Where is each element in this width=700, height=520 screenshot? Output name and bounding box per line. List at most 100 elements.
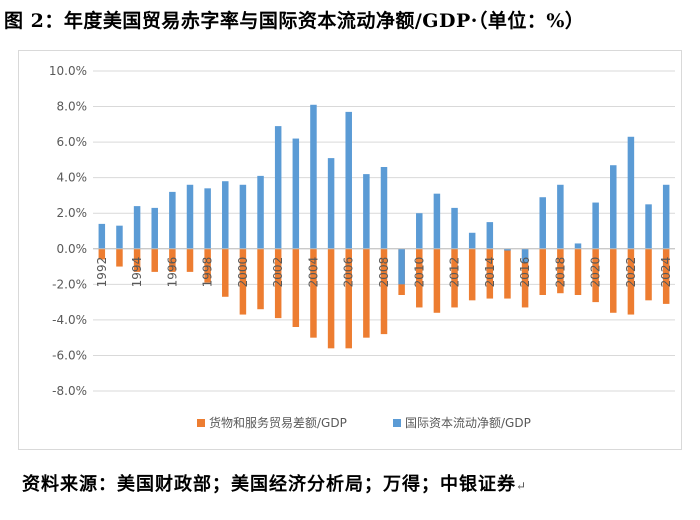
bar-trade-balance [310,248,317,338]
legend-label: 货物和服务贸易差额/GDP [209,415,347,430]
x-tick-label: 2010 [412,257,426,288]
x-tick-label: 2018 [553,257,567,288]
bar-capital-flow [257,175,264,249]
bar-capital-flow [504,248,511,251]
y-tick-label: 8.0% [57,100,88,114]
bar-trade-balance [274,248,282,319]
bar-capital-flow [204,188,211,249]
bar-capital-flow [380,167,388,249]
legend-swatch-trade [197,419,205,427]
bar-capital-flow [345,111,352,249]
bar-trade-balance [451,248,458,308]
bar-trade-balance [186,248,194,272]
x-tick-label: 2020 [589,257,603,288]
bar-trade-balance [345,248,352,349]
bar-capital-flow [662,184,670,249]
bar-capital-flow [539,197,546,249]
bar-capital-flow [521,248,529,263]
bar-trade-balance [610,248,617,313]
x-tick-label: 1998 [201,257,215,288]
y-tick-label: -2.0% [52,277,87,291]
x-tick-label: 2022 [624,257,638,288]
bar-capital-flow [627,136,635,249]
y-tick-label: 10.0% [49,64,87,78]
bar-capital-flow [416,213,423,249]
chart-area: -8.0% -6.0% -4.0% -2.0% 0.0% 2.0% 4.0% 6.0% 8.0%… [18,50,682,450]
bar-trade-balance [539,248,546,295]
bar-trade-balance [239,248,247,315]
bar-capital-flow [116,225,123,249]
y-tick-label: 6.0% [57,135,88,149]
bar-capital-flow [274,126,282,249]
bar-capital-flow [98,223,106,249]
bar-trade-balance [627,248,635,315]
bar-trade-balance [257,248,264,310]
source-text: 资料来源：美国财政部；美国经济分析局；万得；中银证券 [22,474,516,495]
x-tick-label: 1996 [165,257,179,288]
source-note: 资料来源：美国财政部；美国经济分析局；万得；中银证券↵ [22,470,682,500]
bar-capital-flow [398,248,405,285]
bar-capital-flow [592,202,599,249]
bar-trade-balance [380,248,388,335]
y-tick-label: 4.0% [57,171,88,185]
bar-trade-balance [433,248,441,313]
y-tick-label: -4.0% [52,313,87,327]
bar-capital-flow [486,222,494,249]
bar-capital-flow [574,243,582,249]
y-tick-label: 0.0% [57,242,88,256]
bar-capital-flow [451,207,458,249]
bar-capital-flow [222,181,229,249]
bar-trade-balance [416,248,423,308]
bar-capital-flow [239,184,247,249]
bar-trade-balance [557,248,564,294]
x-tick-label: 2012 [448,257,462,288]
x-tick-label: 2008 [377,257,391,288]
y-tick-label: 2.0% [57,206,88,220]
bar-trade-balance [645,248,652,301]
bar-capital-flow [557,184,564,249]
bar-trade-balance [468,248,476,301]
y-tick-label: -8.0% [52,384,87,398]
bar-capital-flow [310,104,317,249]
bar-trade-balance [151,248,158,272]
bar-capital-flow [169,191,176,249]
bar-capital-flow [133,206,141,249]
x-tick-label: 2014 [483,257,497,288]
x-tick-label: 2006 [342,257,356,288]
bar-trade-balance [133,248,141,272]
bar-trade-balance [204,248,211,283]
x-tick-label: 2024 [659,257,673,288]
bar-capital-flow [151,207,158,249]
bar-trade-balance [486,248,494,299]
bar-trade-balance [116,248,123,267]
legend-label: 国际资本流动净额/GDP [405,416,531,430]
bar-capital-flow [327,158,335,249]
bar-trade-balance [504,248,511,299]
bar-trade-balance [662,248,670,304]
bar-capital-flow [363,174,370,249]
bar-trade-balance [169,248,176,272]
x-tick-label: 2002 [271,257,285,288]
x-tick-label: 2000 [236,257,250,288]
bar-trade-balance [363,248,370,338]
x-tick-label: 1994 [130,257,144,288]
bar-capital-flow [186,184,194,249]
y-tick-label: -6.0% [52,348,87,362]
bar-capital-flow [292,138,300,249]
bar-trade-balance [327,248,335,349]
bar-trade-balance [592,248,599,303]
x-tick-label: 2004 [306,257,320,288]
return-mark-icon: ↵ [516,479,528,493]
bar-capital-flow [645,204,652,249]
bar-trade-balance [292,248,300,327]
figure-title: 图 2：年度美国贸易赤字率与国际资本流动净额/GDP·（单位：%） [4,10,585,32]
bar-trade-balance [574,248,582,295]
bar-trade-balance [222,248,229,297]
bar-trade-balance [521,248,529,308]
bar-capital-flow [468,232,476,249]
bar-capital-flow [610,165,617,249]
legend-swatch-capital [393,419,401,427]
bar-capital-flow [433,193,441,249]
x-tick-label: 1992 [95,257,109,288]
bar-chart: -8.0% -6.0% -4.0% -2.0% 0.0% 2.0% 4.0% 6.0% 8.0%… [49,64,675,430]
